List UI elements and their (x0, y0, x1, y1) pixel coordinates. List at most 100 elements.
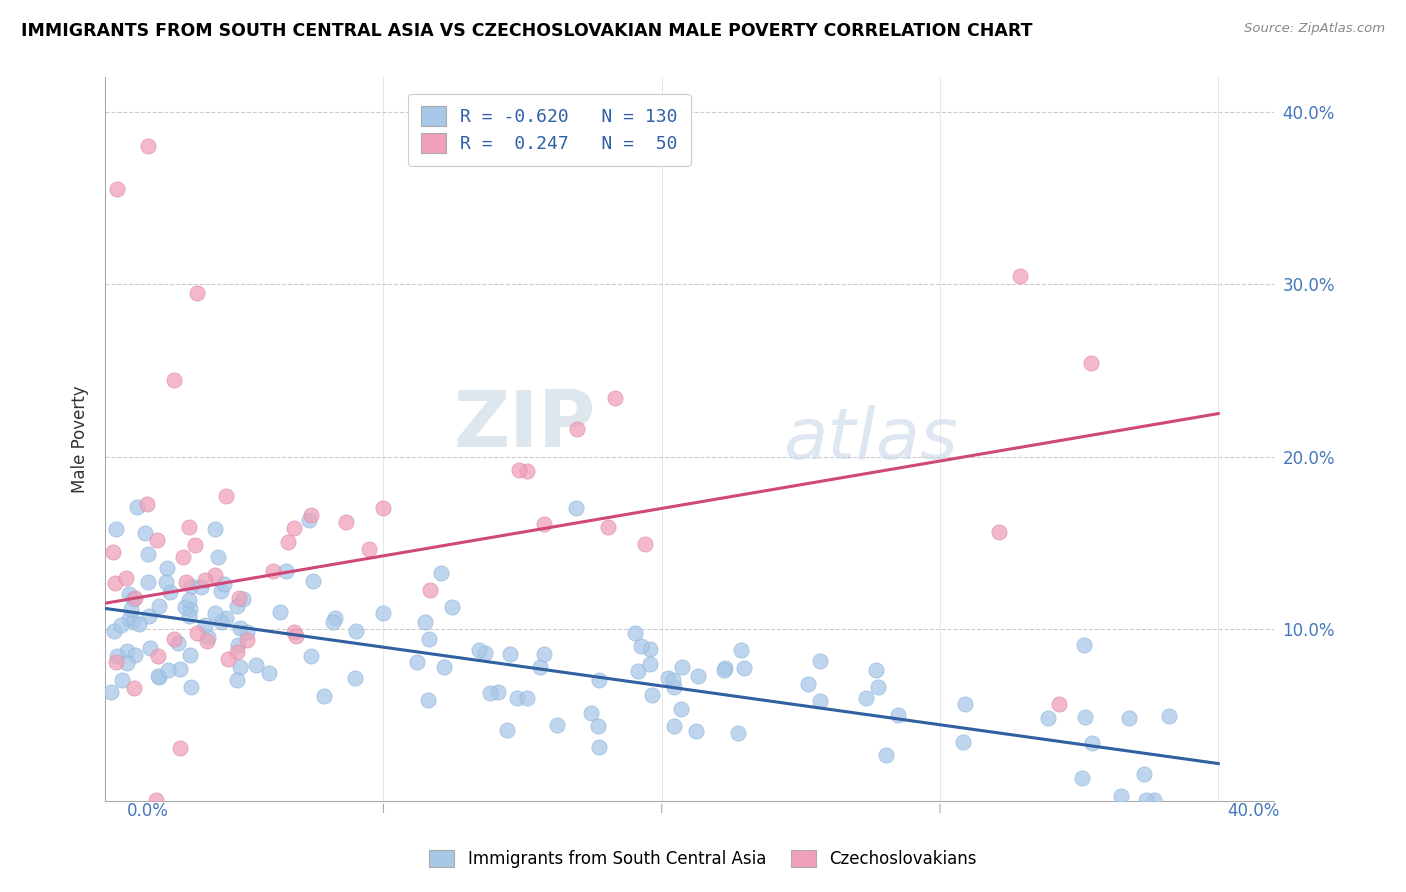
Point (323, 611, 346, 625)
Point (115, 570, 138, 584)
Point (226, 599, 249, 614)
Point (204, 567, 226, 582)
Point (565, 422, 588, 436)
Point (204, 606, 226, 620)
Point (1159, 708, 1181, 723)
Point (335, 515, 357, 529)
Point (1111, 789, 1133, 804)
Point (100, 685, 122, 699)
Point (121, 614, 143, 628)
Point (172, 549, 194, 564)
Point (586, 719, 609, 733)
Point (1073, 638, 1095, 652)
Point (186, 625, 208, 640)
Point (1038, 711, 1060, 725)
Point (588, 673, 610, 688)
Point (685, 724, 707, 739)
Point (226, 638, 249, 652)
Point (176, 574, 198, 589)
Point (688, 669, 710, 683)
Point (197, 631, 219, 645)
Point (727, 726, 749, 740)
Point (1074, 710, 1097, 724)
Point (134, 526, 156, 541)
Point (217, 651, 239, 665)
Point (215, 489, 238, 503)
Text: IMMIGRANTS FROM SOUTH CENTRAL ASIA VS CZECHOSLOVAKIAN MALE POVERTY CORRELATION C: IMMIGRANTS FROM SOUTH CENTRAL ASIA VS CZ… (21, 22, 1032, 40)
Point (103, 624, 125, 639)
Point (516, 691, 538, 706)
Point (104, 522, 127, 536)
Point (1118, 711, 1140, 725)
Point (232, 592, 254, 607)
Point (657, 671, 679, 685)
Point (277, 534, 299, 549)
Point (1008, 269, 1031, 284)
Point (474, 646, 496, 660)
Point (122, 681, 145, 695)
Point (104, 575, 127, 590)
Point (118, 587, 141, 601)
Point (146, 648, 169, 663)
Point (283, 624, 305, 639)
Point (283, 521, 305, 535)
Point (299, 649, 322, 664)
Point (1080, 736, 1102, 750)
Point (623, 626, 645, 640)
Point (118, 612, 141, 626)
Point (808, 694, 831, 708)
Point (226, 673, 249, 687)
Point (146, 533, 169, 547)
Point (115, 643, 138, 657)
Point (634, 537, 657, 551)
Point (105, 656, 128, 670)
Point (163, 632, 186, 646)
Point (105, 182, 128, 196)
Text: 40.0%: 40.0% (1227, 802, 1279, 820)
Point (194, 573, 217, 587)
Point (713, 663, 735, 677)
Point (662, 680, 685, 694)
Point (226, 645, 249, 659)
Point (180, 680, 202, 694)
Point (285, 629, 308, 643)
Point (179, 648, 201, 662)
Point (302, 574, 325, 588)
Point (173, 599, 195, 614)
Legend: Immigrants from South Central Asia, Czechoslovakians: Immigrants from South Central Asia, Czec… (423, 843, 983, 875)
Point (429, 566, 451, 581)
Point (299, 508, 322, 522)
Point (640, 657, 662, 671)
Point (1143, 793, 1166, 807)
Point (110, 617, 132, 632)
Point (180, 579, 202, 593)
Point (1132, 767, 1154, 781)
Point (418, 632, 440, 646)
Point (215, 611, 238, 625)
Point (136, 547, 159, 561)
Point (169, 741, 191, 756)
Point (669, 702, 692, 716)
Point (671, 659, 693, 673)
Point (662, 719, 685, 733)
Point (565, 501, 588, 516)
Point (1070, 771, 1092, 785)
Point (406, 655, 429, 669)
Point (136, 574, 159, 589)
Point (235, 633, 257, 648)
Point (245, 657, 267, 672)
Point (179, 520, 201, 534)
Point (627, 664, 650, 678)
Point (588, 739, 610, 754)
Point (145, 793, 167, 807)
Point (866, 680, 889, 694)
Point (499, 647, 522, 661)
Point (136, 139, 159, 153)
Point (533, 516, 555, 531)
Point (124, 591, 146, 606)
Point (440, 599, 463, 614)
Point (169, 662, 191, 676)
Point (211, 615, 233, 629)
Point (167, 636, 190, 650)
Point (343, 672, 366, 686)
